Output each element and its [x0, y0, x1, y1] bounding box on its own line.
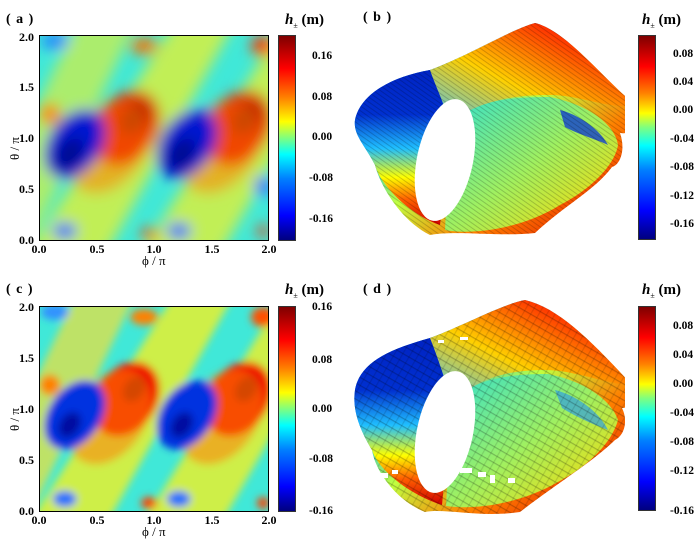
- ytick: 1.0: [19, 131, 34, 145]
- colorbar-tick: -0.16: [670, 218, 694, 230]
- colorbar-tick: 0.04: [673, 349, 694, 361]
- colorbar-tick: -0.12: [670, 465, 694, 477]
- colorbar-tick: 0.00: [312, 403, 333, 415]
- ytick: 2.0: [19, 30, 34, 44]
- ytick: 1.5: [19, 351, 34, 365]
- xtick: 1.5: [204, 513, 220, 527]
- xtick: 0.5: [89, 242, 105, 256]
- colorbar-title-b: h± (m): [642, 12, 681, 30]
- colorbar-var: h: [285, 282, 294, 298]
- colorbar-tick: -0.12: [670, 190, 694, 202]
- colorbar-tick: -0.08: [670, 161, 694, 173]
- colorbar-tick: -0.04: [670, 407, 694, 419]
- xtick: 2.0: [261, 513, 277, 527]
- colorbar-unit: (m): [301, 282, 324, 298]
- colorbar-title-a: h± (m): [285, 12, 324, 30]
- colorbar-tick: -0.16: [670, 505, 694, 517]
- colorbar-sub: ±: [293, 291, 298, 300]
- colorbar-tick: -0.16: [309, 213, 333, 225]
- colorbar-tick: 0.16: [312, 50, 333, 62]
- xtick: 0.0: [31, 242, 47, 256]
- panel-label-c: ( c ): [6, 282, 34, 297]
- colorbar-tick: -0.08: [309, 172, 333, 184]
- y-axis-label: θ / π: [7, 408, 22, 431]
- colorbar-var: h: [642, 282, 651, 298]
- panel-label-a: ( a ): [6, 12, 35, 27]
- panel-label-b: ( b ): [363, 10, 393, 25]
- colorbar-tick: 0.16: [312, 301, 333, 313]
- colorbar-d: [638, 306, 656, 511]
- panel-label-d: ( d ): [363, 282, 393, 297]
- xtick: 1.0: [146, 513, 162, 527]
- heatmap-a: [39, 35, 269, 241]
- x-axis-label: ϕ / π: [142, 253, 166, 268]
- colorbar-tick: -0.08: [670, 436, 694, 448]
- colorbar-unit: (m): [658, 12, 681, 28]
- surface-plot-d: [354, 300, 625, 514]
- ytick: 0.0: [19, 233, 34, 247]
- xtick: 1.0: [146, 242, 162, 256]
- colorbar-tick: -0.16: [309, 505, 333, 517]
- ytick: 0.5: [19, 453, 34, 467]
- colorbar-tick: -0.08: [309, 453, 333, 465]
- surface-plot-b: [354, 23, 625, 235]
- colorbar-tick: 0.04: [673, 76, 694, 88]
- colorbar-var: h: [642, 12, 651, 28]
- ytick: 1.5: [19, 80, 34, 94]
- ytick: 0.0: [19, 504, 34, 518]
- x-axis-label: ϕ / π: [142, 524, 166, 539]
- ytick: 2.0: [19, 300, 34, 314]
- xtick: 2.0: [261, 242, 277, 256]
- colorbar-tick: 0.08: [312, 91, 333, 103]
- ytick: 1.0: [19, 402, 34, 416]
- colorbar-tick: -0.04: [670, 133, 694, 145]
- heatmap-c: [39, 306, 269, 512]
- xtick: 0.0: [31, 513, 47, 527]
- xtick: 0.5: [89, 513, 105, 527]
- colorbar-tick: 0.08: [312, 354, 333, 366]
- ytick: 0.5: [19, 182, 34, 196]
- colorbar-c: [278, 306, 296, 512]
- y-axis-label: θ / π: [7, 137, 22, 160]
- colorbar-sub: ±: [650, 291, 655, 300]
- colorbar-tick: 0.08: [673, 48, 694, 60]
- xtick: 1.5: [204, 242, 220, 256]
- colorbar-tick: 0.00: [673, 104, 694, 116]
- colorbar-b: [638, 35, 656, 240]
- colorbar-sub: ±: [650, 21, 655, 30]
- colorbar-tick: 0.00: [312, 131, 333, 143]
- colorbar-title-d: h± (m): [642, 282, 681, 300]
- colorbar-sub: ±: [293, 21, 298, 30]
- colorbar-unit: (m): [301, 12, 324, 28]
- colorbar-tick: 0.00: [673, 378, 694, 390]
- colorbar-unit: (m): [658, 282, 681, 298]
- colorbar-title-c: h± (m): [285, 282, 324, 300]
- colorbar-var: h: [285, 12, 294, 28]
- colorbar-tick: 0.08: [673, 320, 694, 332]
- colorbar-a: [278, 35, 296, 241]
